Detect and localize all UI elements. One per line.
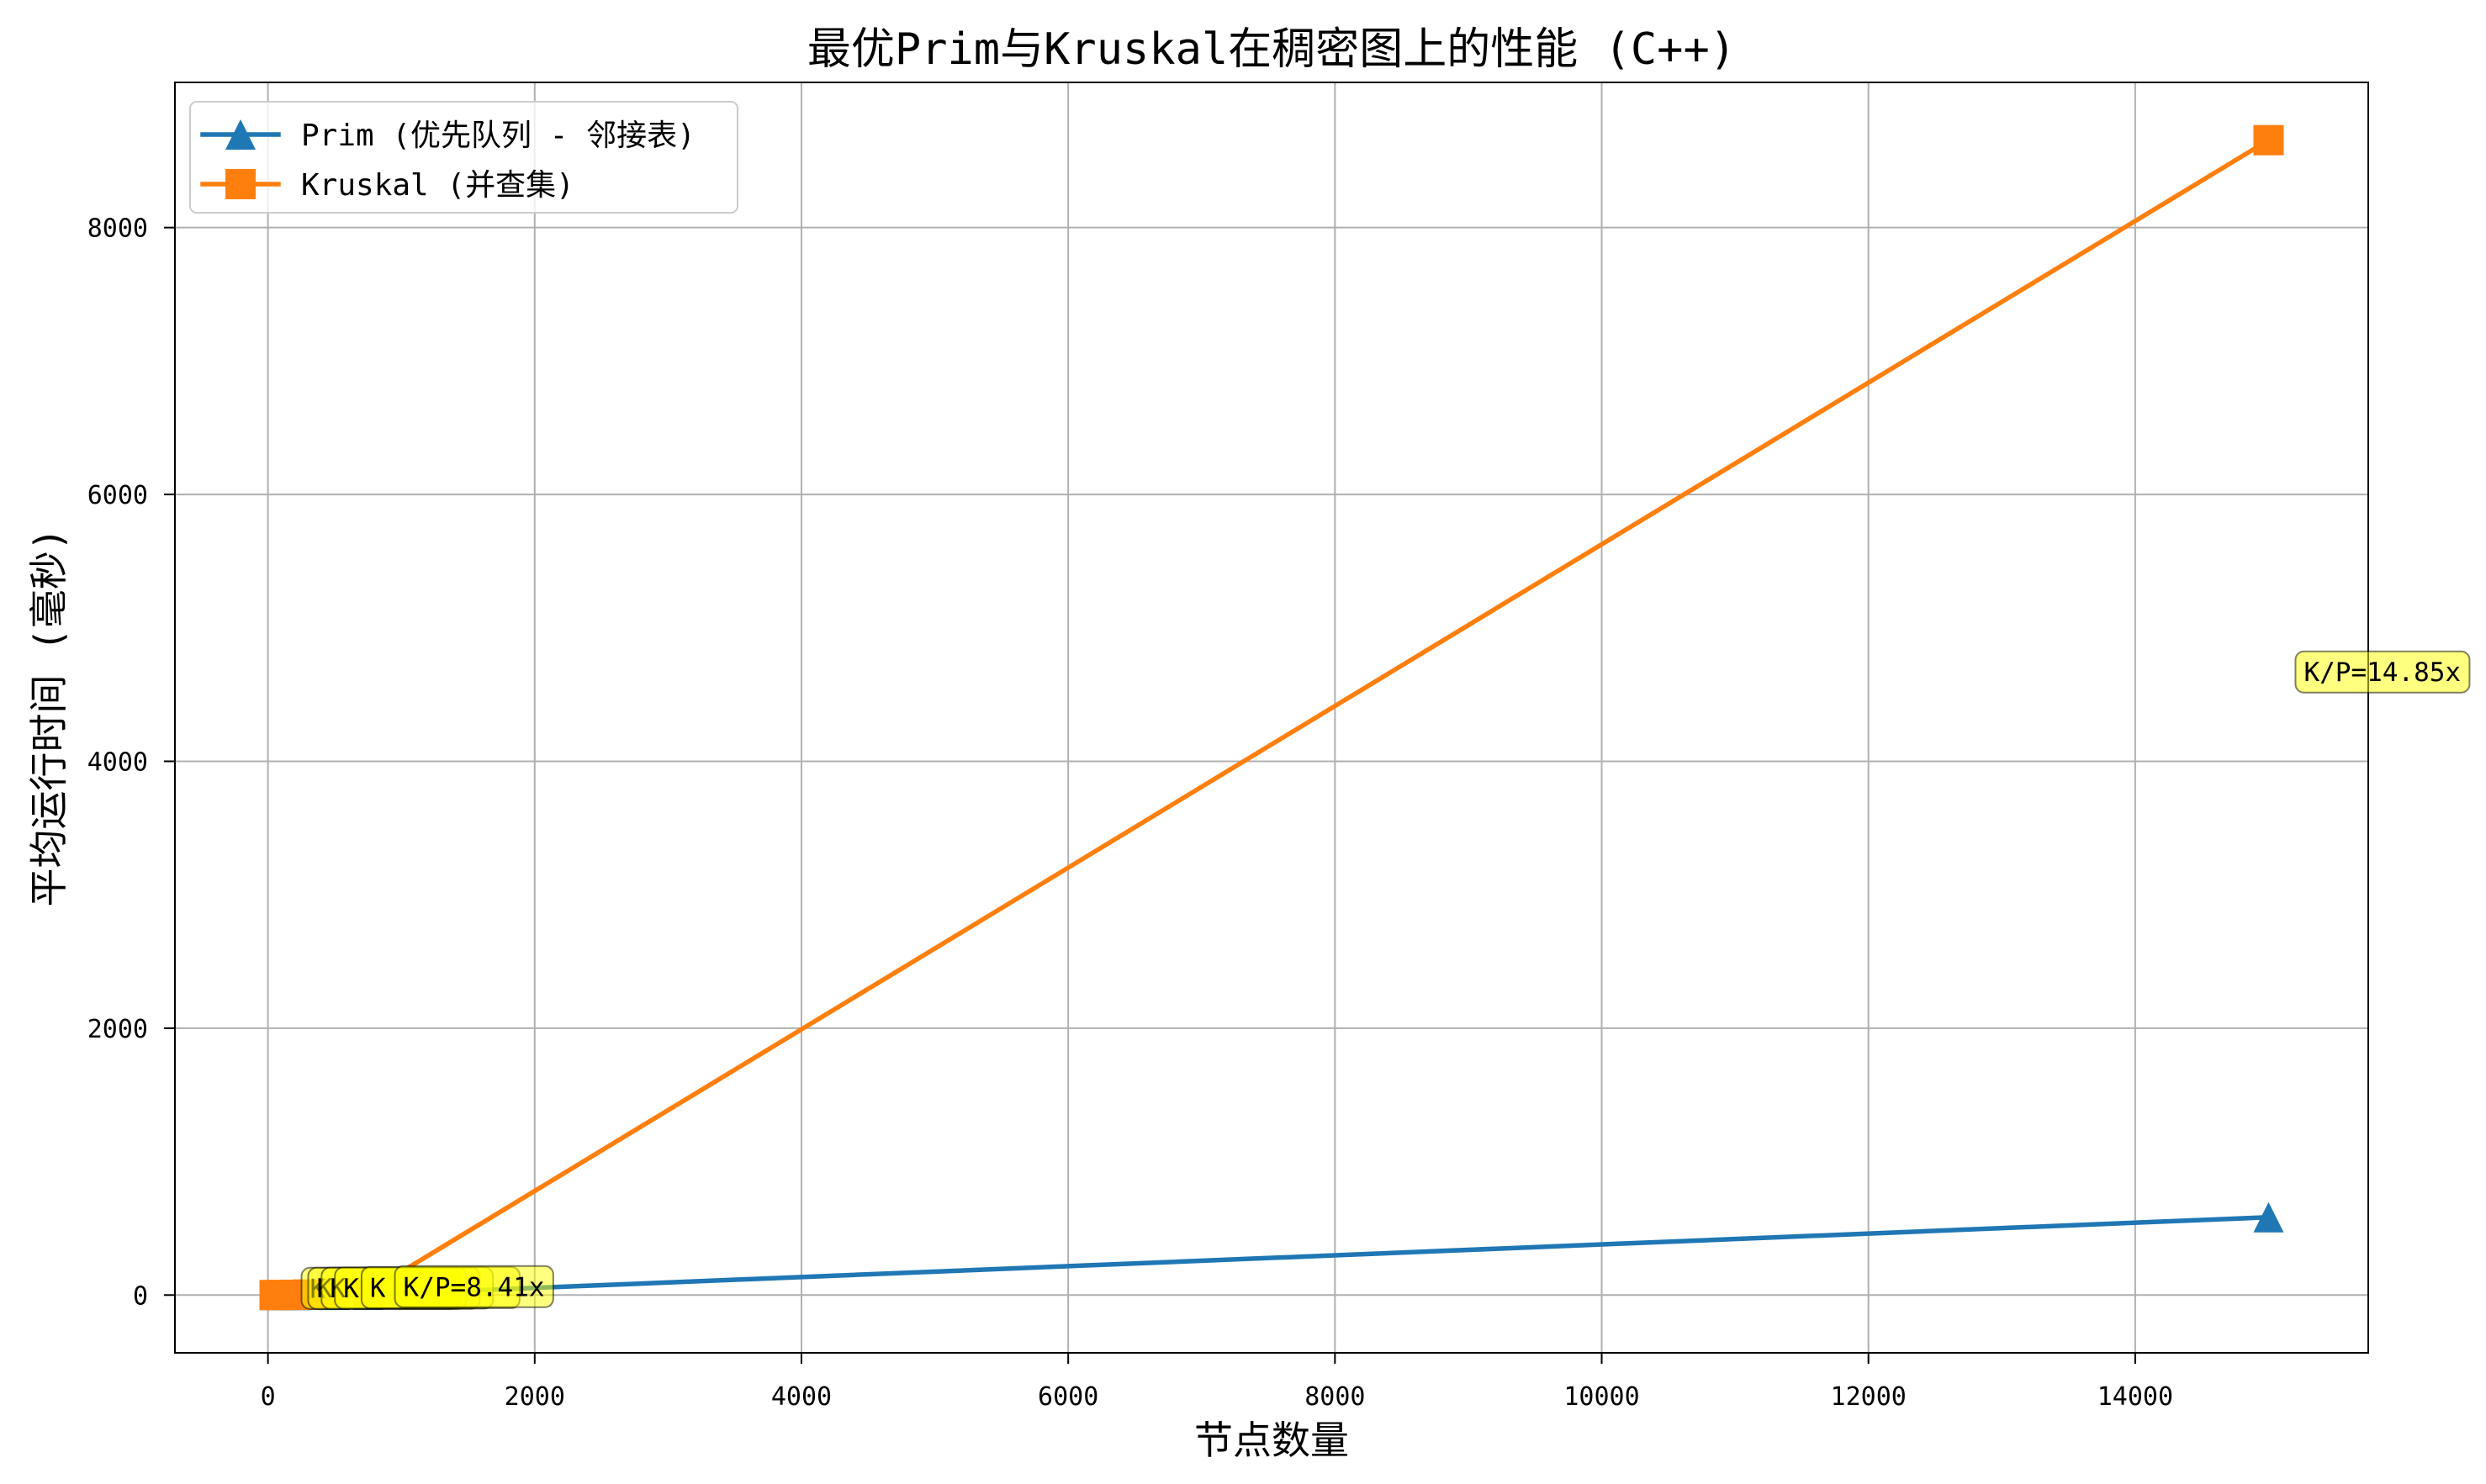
- x-axis: 0 2000 4000 6000 8000 10000 12000 14000: [261, 1353, 2173, 1412]
- legend-square-marker: [225, 169, 256, 199]
- legend-triangle-marker: [225, 119, 256, 150]
- axes-frame: [174, 82, 2369, 1354]
- ratio-annotation-label: K: [370, 1273, 386, 1303]
- x-tick-label: 14000: [2097, 1382, 2173, 1412]
- y-tick-label: 0: [133, 1281, 148, 1311]
- ratio-annotation-label: K/P=8.41x: [404, 1272, 545, 1302]
- y-tick-label: 8000: [87, 214, 148, 244]
- legend-prim-label: Prim (优先队列 - 邻接表): [301, 119, 696, 153]
- legend-frame: [189, 101, 738, 214]
- legend: Prim (优先队列 - 邻接表) Kruskal (并查集): [189, 101, 738, 214]
- x-tick-label: 0: [261, 1382, 276, 1412]
- y-tick-label: 6000: [87, 481, 148, 510]
- x-tick-label: 4000: [771, 1382, 832, 1412]
- ratio-annotation-box: [394, 1265, 554, 1308]
- x-tick-label: 10000: [1563, 1382, 1639, 1412]
- x-tick-label: 8000: [1304, 1382, 1365, 1412]
- ratio-annotation-label: K/P=14.85x: [2304, 658, 2461, 688]
- prim-marker: [2253, 1201, 2284, 1233]
- y-tick-label: 2000: [87, 1015, 148, 1044]
- ratio-annotation: K/P=14.85x: [2294, 650, 2471, 694]
- chart-title: 最优Prim与Kruskal在稠密图上的性能 (C++): [807, 24, 1736, 75]
- kruskal-marker: [2253, 124, 2284, 156]
- x-axis-label: 节点数量: [1194, 1418, 1349, 1463]
- y-axis-label: 平均运行时间 (毫秒): [26, 527, 71, 906]
- y-axis: 0 2000 4000 6000 8000: [87, 214, 175, 1311]
- legend-kruskal-label: Kruskal (并查集): [301, 168, 574, 203]
- x-tick-label: 2000: [505, 1382, 565, 1412]
- x-tick-label: 12000: [1831, 1382, 1907, 1412]
- ratio-annotation-label: K: [343, 1274, 359, 1304]
- ratio-annotation: K/P=8.41x: [394, 1265, 554, 1308]
- ratio-annotation-box: [2294, 650, 2471, 694]
- plot-area: [175, 82, 2368, 1353]
- y-tick-label: 4000: [87, 747, 148, 777]
- x-tick-label: 6000: [1038, 1382, 1098, 1412]
- legend-item-kruskal: Kruskal (并查集): [200, 168, 574, 203]
- legend-item-prim: Prim (优先队列 - 邻接表): [200, 119, 696, 153]
